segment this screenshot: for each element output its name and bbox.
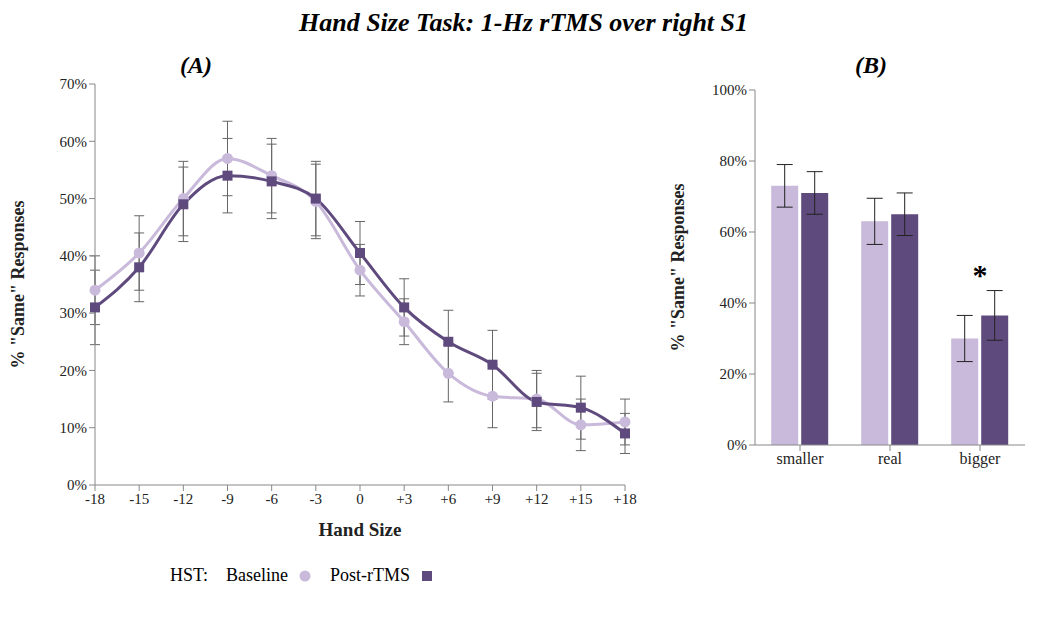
html-text:Post-rTMS: Post-rTMS: [330, 565, 411, 585]
svg-text:bigger: bigger: [960, 450, 1002, 468]
svg-text:+3: +3: [396, 491, 412, 507]
html-text:Baseline: Baseline: [226, 565, 289, 585]
svg-text:% "Same" Responses: % "Same" Responses: [8, 201, 28, 369]
svg-text:80%: 80%: [720, 153, 748, 169]
svg-text:-18: -18: [85, 491, 105, 507]
svg-text:100%: 100%: [712, 82, 747, 98]
svg-text:+15: +15: [569, 491, 592, 507]
html-text:(B): (B): [855, 52, 887, 78]
svg-text:+12: +12: [525, 491, 548, 507]
svg-text:real: real: [878, 450, 903, 467]
svg-text:60%: 60%: [60, 134, 88, 150]
svg-text:-9: -9: [221, 491, 234, 507]
svg-text:0: 0: [356, 491, 364, 507]
svg-text:0%: 0%: [727, 437, 747, 453]
svg-text:40%: 40%: [720, 295, 748, 311]
svg-text:-3: -3: [310, 491, 323, 507]
svg-text:20%: 20%: [720, 366, 748, 382]
svg-text:30%: 30%: [60, 305, 88, 321]
svg-text:20%: 20%: [60, 363, 88, 379]
svg-text:0%: 0%: [67, 477, 87, 493]
svg-text:*: *: [973, 258, 988, 291]
svg-text:+9: +9: [485, 491, 501, 507]
svg-text:60%: 60%: [720, 224, 748, 240]
svg-text:-12: -12: [173, 491, 193, 507]
svg-text:10%: 10%: [60, 420, 88, 436]
svg-text:70%: 70%: [60, 76, 88, 92]
html-text:Hand Size Task: 1-Hz rTMS over: Hand Size Task: 1-Hz rTMS over right S1: [299, 8, 748, 37]
html-text:(A): (A): [180, 52, 212, 78]
svg-text:40%: 40%: [60, 248, 88, 264]
svg-text:+6: +6: [440, 491, 456, 507]
svg-text:-6: -6: [265, 491, 278, 507]
html-text:HST:: HST:: [170, 565, 209, 585]
svg-text:Hand Size: Hand Size: [319, 519, 402, 540]
svg-text:smaller: smaller: [776, 450, 824, 467]
svg-text:+18: +18: [613, 491, 636, 507]
svg-text:% "Same" Responses: % "Same" Responses: [668, 184, 688, 352]
svg-text:-15: -15: [129, 491, 149, 507]
svg-text:50%: 50%: [60, 191, 88, 207]
